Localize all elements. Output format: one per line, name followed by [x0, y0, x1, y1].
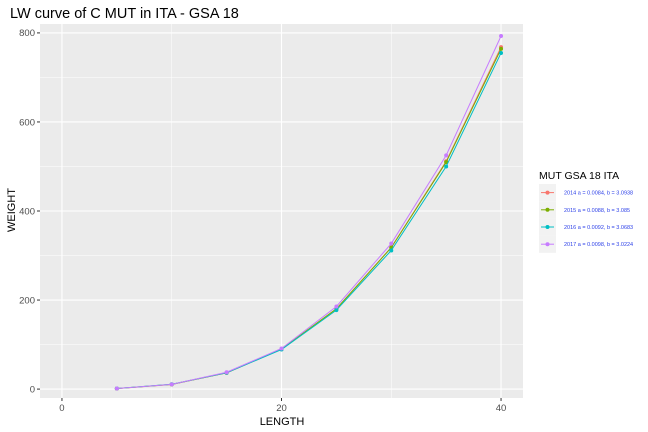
data-point	[389, 248, 394, 253]
series-layer	[114, 34, 504, 391]
data-point	[499, 50, 504, 55]
series-line	[116, 35, 502, 390]
x-tick-label: 0	[59, 403, 64, 414]
legend-key-point	[545, 190, 550, 195]
legend-key-point	[545, 242, 550, 247]
legend-keys: 2014 a = 0.0084, b = 3.0938 2015 a = 0.00…	[539, 184, 633, 253]
data-point	[169, 382, 174, 387]
chart-title: LW curve of C MUT in ITA - GSA 18	[10, 6, 239, 22]
x-tick-label: 20	[276, 403, 287, 414]
x-axis-title: LENGTH	[260, 416, 305, 428]
legend-label: 2014 a = 0.0084, b = 3.0938	[564, 191, 633, 197]
legend-item: 2014 a = 0.0084, b = 3.0938	[539, 184, 633, 202]
series-3	[114, 34, 504, 391]
data-point	[389, 241, 394, 246]
legend-key-point	[545, 225, 550, 229]
legend-key-point	[545, 207, 550, 212]
data-point	[444, 164, 449, 169]
legend-label: 2017 a = 0.0098, b = 3.0224	[564, 242, 633, 248]
legend-item: 2016 a = 0.0092, b = 3.0683	[539, 218, 633, 236]
data-point	[444, 153, 449, 158]
data-point	[114, 386, 119, 391]
legend-label: 2016 a = 0.0092, b = 3.0683	[564, 225, 633, 231]
data-point	[499, 46, 504, 51]
data-point	[334, 308, 339, 313]
data-point	[224, 370, 229, 375]
grid-lines	[40, 24, 523, 398]
y-tick-label: 800	[19, 28, 35, 39]
legend-item: 2017 a = 0.0098, b = 3.0224	[539, 235, 633, 253]
data-point	[279, 346, 284, 351]
legend-title: MUT GSA 18 ITA	[539, 170, 619, 182]
legend: MUT GSA 18 ITA 2014 a = 0.0084, b = 3.09…	[539, 170, 633, 253]
y-axis: 0 200 400 600 800	[19, 28, 40, 395]
legend-label: 2015 a = 0.0088, b = 3.085	[564, 208, 630, 214]
y-tick-label: 0	[30, 384, 35, 395]
y-tick-label: 600	[19, 117, 35, 128]
x-tick-label: 40	[496, 403, 507, 414]
y-axis-title: WEIGHT	[6, 188, 18, 232]
data-point	[334, 304, 339, 309]
y-tick-label: 400	[19, 206, 35, 217]
legend-item: 2015 a = 0.0088, b = 3.085	[539, 201, 630, 219]
data-point	[444, 160, 449, 165]
y-tick-label: 200	[19, 295, 35, 306]
data-point	[499, 34, 504, 39]
x-axis: 0 20 40	[59, 398, 506, 414]
